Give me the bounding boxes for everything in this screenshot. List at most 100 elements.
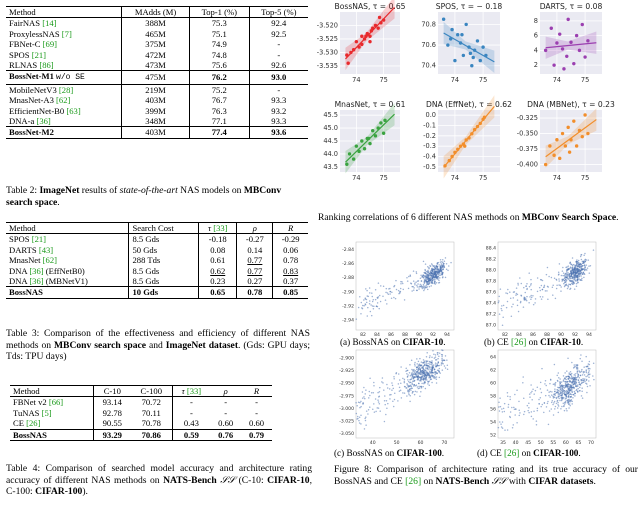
data-point: [565, 272, 567, 275]
caption-text: . (Gds: GPU days; Tds: TPU days): [6, 339, 311, 363]
cell: 75.2: [189, 83, 250, 96]
data-point: [379, 21, 383, 25]
data-point: [360, 313, 362, 315]
table-row: FairNAS [14] 388M 75.3 92.4: [6, 17, 308, 29]
data-point: [583, 272, 585, 275]
data-point: [520, 295, 523, 297]
x-tick-label: 40: [513, 440, 519, 446]
table-row-ours: BossNet-M1 w/o SE 475M 76.2 93.0: [6, 70, 308, 85]
data-point: [420, 286, 423, 288]
y-tick-label: 54: [490, 420, 496, 426]
data-point: [415, 271, 418, 273]
data-point: [499, 288, 502, 290]
data-point: [417, 280, 420, 282]
cell: 0.60: [218, 418, 234, 429]
data-point: [430, 368, 433, 371]
x-tick-label: 88: [402, 332, 408, 338]
data-point: [575, 269, 578, 271]
data-point: [547, 298, 549, 300]
plot-background: [355, 349, 455, 439]
data-point: [406, 375, 409, 378]
data-point: [566, 409, 568, 412]
y-tick-label: -2.94: [342, 317, 354, 323]
data-point: [542, 286, 545, 289]
data-point: [583, 254, 585, 256]
data-point: [569, 393, 572, 395]
data-point: [550, 394, 553, 396]
data-point: [389, 398, 391, 400]
data-point: [548, 394, 550, 397]
data-point: [399, 389, 402, 391]
data-point: [433, 268, 436, 271]
method-cell: BossNAS: [10, 428, 94, 442]
data-point: [572, 283, 574, 285]
data-point: [398, 386, 401, 389]
x-tick-label: 74: [553, 174, 561, 182]
table-row: TuNAS [5] 92.78 70.11 - - -: [10, 407, 272, 419]
x-tick-label: 82: [360, 332, 366, 338]
data-point: [568, 277, 571, 280]
data-point: [433, 280, 436, 282]
data-point: [362, 402, 364, 404]
data-point: [562, 274, 564, 277]
data-point: [566, 17, 570, 22]
data-point: [534, 298, 537, 300]
data-point: [562, 384, 565, 387]
data-point: [518, 400, 520, 403]
data-point: [564, 383, 567, 386]
data-point: [558, 397, 560, 400]
data-point: [442, 261, 444, 264]
data-point: [562, 266, 564, 269]
data-point: [585, 264, 588, 266]
data-point: [394, 297, 397, 300]
data-point: [528, 406, 530, 409]
y-tick-label: 87.2: [486, 312, 496, 318]
data-point: [571, 257, 574, 259]
y-tick-label: -3.000: [339, 406, 354, 412]
data-point: [566, 385, 568, 388]
data-point: [528, 272, 530, 274]
data-point: [562, 396, 565, 399]
y-tick-label: 88.0: [486, 268, 496, 274]
data-point: [364, 397, 366, 400]
data-point: [526, 404, 529, 407]
table-3-caption: Table 3: Comparison of the effectiveness…: [6, 328, 310, 363]
data-point: [526, 287, 528, 290]
data-point: [362, 37, 367, 41]
data-point: [418, 366, 421, 369]
data-point: [570, 374, 572, 376]
method-cell: MnasNet-A3 [62]: [6, 95, 123, 106]
data-point: [410, 378, 412, 381]
data-point: [370, 304, 372, 306]
data-point: [415, 373, 418, 375]
data-point: [375, 305, 378, 308]
data-point: [509, 411, 512, 413]
data-point: [532, 388, 534, 390]
data-point: [419, 368, 421, 370]
data-point: [410, 359, 413, 361]
data-point: [539, 296, 542, 298]
data-point: [555, 287, 558, 290]
caption-text: Comparison of the effectiveness and effi…: [6, 328, 310, 351]
data-point: [576, 364, 579, 367]
data-point: [553, 400, 556, 403]
data-point: [559, 390, 561, 392]
cell: -0.27: [236, 233, 274, 245]
data-point: [357, 401, 360, 403]
data-point: [501, 309, 503, 312]
data-point: [577, 259, 580, 262]
data-point: [411, 290, 413, 292]
data-point: [351, 157, 356, 161]
data-point: [401, 281, 403, 283]
data-point: [362, 147, 367, 151]
data-point: [368, 303, 371, 305]
data-point: [567, 402, 569, 404]
method-cell: DNA [36] (MBNetV1): [6, 276, 130, 287]
method-cell: DNA-a [36]: [6, 116, 123, 127]
data-point: [575, 264, 577, 267]
data-point: [556, 389, 558, 391]
data-point: [389, 290, 392, 293]
cell: 0.14: [236, 244, 274, 256]
data-point: [581, 360, 583, 362]
data-point: [523, 413, 525, 416]
